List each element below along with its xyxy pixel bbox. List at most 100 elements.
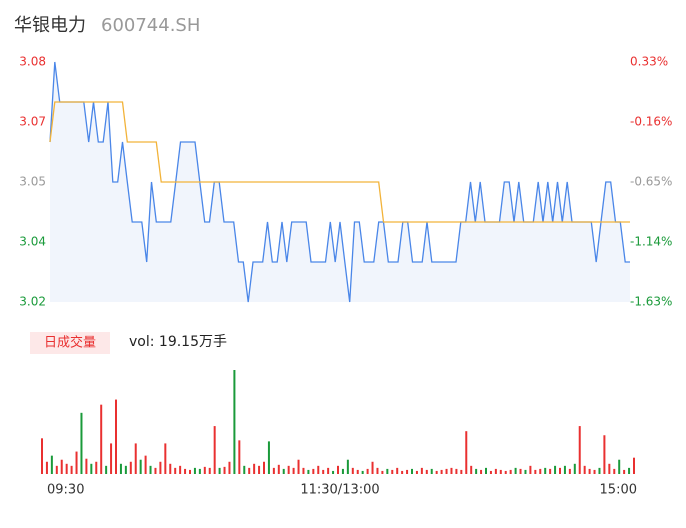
volume-bar [455, 468, 458, 474]
volume-bar [134, 443, 137, 474]
volume-bar [292, 467, 295, 474]
volume-bar [583, 465, 586, 474]
volume-bar [376, 467, 379, 474]
volume-bar [233, 370, 236, 474]
volume-bar [529, 465, 532, 474]
volume-bar [411, 468, 413, 474]
volume-bar [243, 465, 246, 474]
chart-title: 华银电力 [14, 15, 86, 36]
volume-bar [519, 468, 522, 474]
volume-bar [312, 468, 315, 474]
x-tick-label: 11:30/13:00 [300, 483, 379, 498]
volume-bar [475, 468, 478, 474]
volume-bar [159, 461, 162, 474]
volume-bar [124, 465, 127, 474]
volume-bar [485, 467, 487, 474]
volume-bar [238, 440, 241, 474]
volume-bar [435, 470, 438, 474]
volume-bar [573, 463, 576, 474]
volume-bar [460, 469, 463, 474]
volume-bar [430, 468, 433, 474]
volume-bar [154, 467, 157, 474]
volume-bar [95, 461, 98, 474]
y2-tick-label: -1.63% [630, 295, 672, 309]
volume-bar [346, 459, 349, 474]
volume-bar [277, 464, 280, 474]
volume-bar [618, 459, 621, 474]
volume-bar [307, 469, 310, 474]
volume-bar [440, 469, 443, 474]
volume-bar [253, 463, 256, 474]
volume-bar [509, 469, 512, 474]
volume-bar [480, 469, 483, 474]
volume-bar [563, 465, 566, 474]
volume-bar [608, 463, 611, 474]
volume-bar [189, 469, 191, 474]
y2-tick-label: -1.14% [630, 235, 672, 249]
volume-bar [70, 465, 73, 474]
volume-bar [144, 455, 147, 474]
volume-bar [272, 467, 275, 474]
volume-bar [391, 469, 394, 474]
volume-bar [332, 470, 335, 474]
volume-bar [105, 465, 108, 474]
volume-bar [544, 467, 547, 474]
y-tick-label: 3.05 [19, 175, 46, 189]
volume-bar [381, 470, 384, 474]
volume-bar [623, 469, 626, 474]
volume-bar [499, 469, 502, 474]
volume-bar [396, 467, 399, 474]
volume-bar [228, 461, 231, 474]
volume-bar [60, 459, 63, 474]
volume-bar [539, 468, 542, 474]
chart-subtitle: 600744.SH [101, 15, 200, 36]
volume-bar [578, 426, 581, 474]
volume-bar [223, 466, 226, 474]
volume-bar [65, 463, 68, 474]
x-tick-label: 15:00 [600, 483, 637, 498]
volume-bar [174, 467, 177, 474]
volume-legend-box [30, 332, 110, 354]
volume-bar [470, 465, 473, 474]
x-tick-label: 09:30 [47, 483, 84, 498]
volume-bar [90, 463, 93, 474]
volume-bar [465, 431, 468, 474]
volume-bar [302, 467, 305, 474]
volume-bar [119, 463, 122, 474]
volume-bar [406, 469, 409, 474]
y-tick-label: 3.07 [19, 115, 46, 129]
volume-bar [494, 468, 497, 474]
volume-bar [341, 468, 344, 474]
volume-bar [198, 468, 201, 474]
volume-bar [401, 470, 404, 474]
volume-bar [337, 465, 339, 474]
volume-bar [164, 443, 167, 474]
volume-bar [489, 470, 492, 474]
volume-bar [203, 466, 206, 474]
volume-bar [598, 467, 601, 474]
volume-bar [184, 468, 187, 474]
volume-bar [549, 468, 552, 474]
volume-bar [149, 465, 152, 474]
volume-bar [633, 457, 635, 474]
volume-bar [593, 469, 596, 474]
volume-bar [45, 461, 48, 474]
volume-bar [327, 467, 330, 474]
volume-bar [317, 465, 320, 474]
volume-bar [80, 412, 83, 474]
volume-bar [258, 465, 261, 474]
volume-bar [504, 470, 507, 474]
volume-bar [287, 465, 290, 474]
volume-bar [129, 461, 132, 474]
volume-bar [366, 468, 369, 474]
volume-bar [568, 468, 571, 474]
volume-bar [351, 467, 354, 474]
volume-bar [297, 459, 300, 474]
y2-tick-label: -0.16% [630, 115, 672, 129]
volume-bar [115, 399, 117, 474]
volume-bar [213, 426, 216, 474]
y2-tick-label: -0.65% [630, 175, 672, 189]
price-area [50, 62, 630, 302]
volume-bar [603, 435, 606, 474]
